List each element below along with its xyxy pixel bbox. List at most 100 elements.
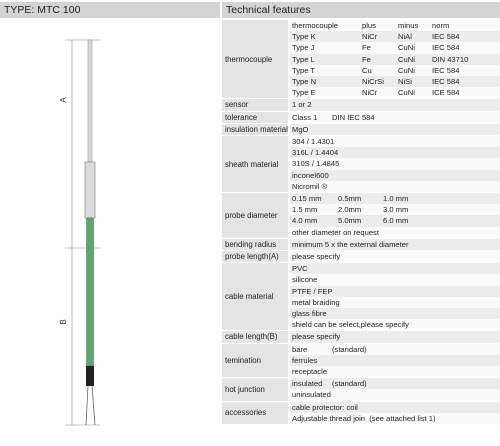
type-title: TYPE: MTC 100	[0, 2, 220, 18]
cell-text: Cu	[362, 65, 372, 75]
cell-text: 2.0mm	[338, 205, 362, 215]
cell-text: please specify	[292, 252, 341, 261]
cell-text: cable protector: coil	[292, 402, 358, 412]
cell-text: 310S / 1.4845	[292, 159, 340, 169]
row-line	[290, 226, 500, 238]
cell-text: Type L	[292, 54, 315, 64]
cell-text: IEC 584	[432, 43, 460, 53]
cell-text: shield can be select,please specify	[292, 320, 409, 330]
cell-text: minus	[398, 21, 419, 30]
cell-text: CuNi	[398, 65, 415, 75]
cell-text: IEC 584	[432, 65, 460, 75]
cell-text: norm	[432, 21, 450, 30]
probe-drawing: A B	[59, 39, 100, 426]
row-line	[290, 296, 500, 308]
cell-text: silicone	[292, 275, 318, 285]
row-line	[290, 158, 500, 170]
row-line	[290, 378, 500, 390]
cell-text: NiSi	[398, 77, 412, 86]
cell-text: PVC	[292, 264, 308, 274]
cell-text: metal braiding	[292, 297, 340, 307]
row-line	[290, 401, 500, 413]
row-line	[290, 251, 500, 263]
row-label: hot junction	[222, 378, 288, 401]
cell-text: DIN 43710	[432, 54, 469, 64]
cell-text: 1 or 2	[292, 100, 312, 110]
row-line	[290, 76, 500, 88]
cell-text: glass fibre	[292, 309, 327, 318]
cell-text: 0.15 mm	[292, 194, 322, 203]
cell-text: 304 / 1.4301	[292, 137, 335, 146]
row-label: sheath material	[222, 136, 288, 192]
row-line	[290, 331, 500, 343]
row-line	[290, 123, 500, 135]
cell-text: NiAl	[398, 32, 412, 42]
row-line	[290, 111, 500, 123]
cell-text: Type J	[292, 43, 315, 53]
row-line	[290, 354, 500, 366]
row-line	[290, 308, 500, 320]
row-line	[290, 136, 500, 148]
row-label: cable length(B)	[222, 331, 288, 343]
cell-text: CuNi	[398, 88, 415, 98]
row-label: insulation material	[222, 123, 288, 135]
row-line	[290, 343, 500, 355]
cell-text: DIN IEC 584	[332, 112, 375, 122]
cell-text: Fe	[362, 54, 371, 64]
cell-text: thermocouple	[292, 21, 339, 30]
cell-text: IEC 584	[432, 77, 460, 86]
cell-text: Type T	[292, 65, 316, 75]
row-line	[290, 53, 500, 65]
cell-text: Type N	[292, 77, 317, 86]
table-title: Technical features	[222, 2, 500, 18]
row-line	[290, 285, 500, 297]
row-line	[290, 274, 500, 286]
cell-text: Class 1	[292, 112, 318, 122]
cell-text: (standard)	[332, 344, 367, 354]
cell-text: Fe	[362, 43, 371, 53]
cell-text: Type E	[292, 88, 316, 98]
cell-text: Nicromil ®	[292, 181, 328, 191]
cell-text: (standard)	[332, 379, 367, 389]
row-label: sensor	[222, 99, 288, 111]
row-label: probe diameter	[222, 193, 288, 238]
dim-a-label: A	[59, 97, 68, 103]
cell-text: NiCrSi	[362, 77, 384, 86]
cell-text: 5.0mm	[338, 216, 362, 226]
row-label: probe length(A)	[222, 251, 288, 263]
cell-text: please specify	[292, 332, 341, 342]
cell-text: other diameter on request	[292, 227, 379, 237]
row-line	[290, 31, 500, 43]
cell-text: ICE 584	[432, 88, 460, 98]
cell-text: 4.0 mm	[292, 216, 318, 226]
cell-text: 1.5 mm	[292, 205, 318, 215]
row-label: tolerance	[222, 111, 288, 123]
row-label: cable material	[222, 263, 288, 331]
cell-text: inconel600	[292, 170, 329, 180]
cell-text: minimum 5 x the external diameter	[292, 239, 409, 249]
row-line	[290, 215, 500, 227]
row-label: temination	[222, 343, 288, 378]
cell-text: receptacle	[292, 367, 328, 376]
row-line	[290, 147, 500, 159]
row-line	[290, 263, 500, 275]
cell-text: PTFE / FEP	[292, 286, 333, 296]
row-line	[290, 64, 500, 76]
row-line	[290, 20, 500, 32]
cell-text: CuNi	[398, 54, 415, 64]
cell-text: 3.0 mm	[383, 205, 409, 215]
cell-text: MgO	[292, 124, 309, 134]
row-line	[290, 193, 500, 205]
cell-text: 0.5mm	[338, 194, 362, 203]
row-line	[290, 87, 500, 99]
cell-text: ferrules	[292, 355, 318, 365]
dim-b-label: B	[59, 319, 68, 324]
cell-text: Type K	[292, 32, 316, 42]
cell-text: IEC 584	[432, 32, 460, 42]
row-label: bending radius	[222, 238, 288, 250]
row-line	[290, 169, 500, 181]
row-line	[290, 412, 500, 424]
row-line	[290, 238, 500, 250]
row-line	[290, 319, 500, 331]
